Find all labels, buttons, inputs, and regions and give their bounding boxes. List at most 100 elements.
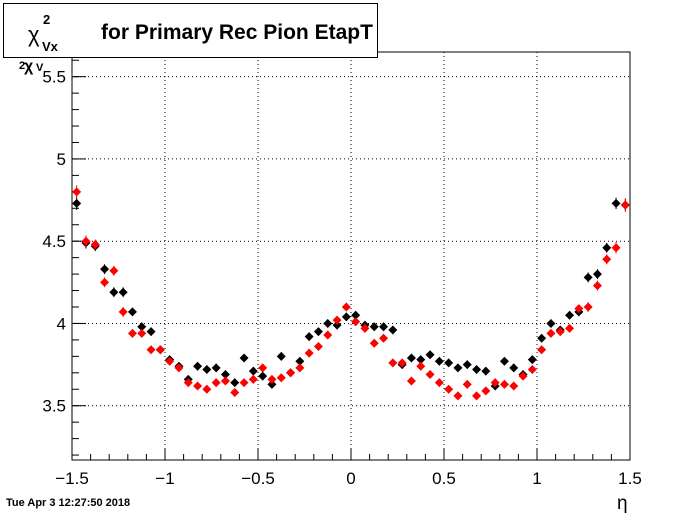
data-point: [583, 272, 593, 282]
title-subscript: Vx: [42, 39, 58, 54]
data-point: [406, 376, 416, 386]
data-point: [220, 369, 230, 379]
x-axis: −1.5 −1 −0.5 0 0.5 1 1.5: [55, 448, 642, 488]
data-point: [239, 378, 249, 388]
data-point: [313, 341, 323, 351]
y-tick-label: 4.5: [42, 232, 66, 251]
data-point: [295, 356, 305, 366]
x-tick-label: −1: [155, 469, 174, 488]
data-point: [351, 317, 361, 327]
data-point: [155, 345, 165, 355]
data-point: [332, 320, 342, 330]
data-point: [555, 327, 565, 337]
data-point: [490, 378, 500, 388]
data-point: [360, 323, 370, 333]
data-point: [453, 391, 463, 401]
data-point: [379, 322, 389, 332]
data-point: [602, 254, 612, 264]
data-point: [100, 264, 110, 274]
title-chi-symbol: χ: [28, 22, 40, 47]
data-point: [109, 287, 119, 297]
data-point: [462, 379, 472, 389]
data-point: [230, 388, 240, 398]
data-point: [267, 379, 277, 389]
data-point: [351, 310, 361, 320]
data-point: [369, 322, 379, 332]
data-point: [611, 243, 621, 253]
data-point: [434, 356, 444, 366]
data-point: [248, 366, 258, 376]
data-point: [462, 360, 472, 370]
data-point: [611, 198, 621, 208]
data-point: [146, 327, 156, 337]
title-box: χ 2 Vx for Primary Rec Pion EtapT: [3, 3, 378, 58]
data-point: [620, 200, 630, 210]
data-point: [379, 333, 389, 343]
title-superscript: 2: [43, 12, 51, 27]
data-point: [444, 358, 454, 368]
data-point: [332, 315, 342, 325]
data-point: [425, 369, 435, 379]
series-1: [72, 185, 630, 401]
data-point: [165, 356, 175, 366]
data-point: [341, 312, 351, 322]
data-point: [276, 351, 286, 361]
data-point: [295, 363, 305, 373]
x-tick-label: 1.5: [618, 469, 642, 488]
data-point: [72, 198, 82, 208]
y-title-symbol: χ: [24, 58, 34, 75]
data-point: [369, 338, 379, 348]
data-point: [146, 345, 156, 355]
y-tick-label: 4: [57, 314, 66, 333]
data-point: [397, 358, 407, 368]
data-point: [416, 355, 426, 365]
data-point: [258, 371, 268, 381]
series-0: [72, 196, 630, 391]
data-point: [323, 330, 333, 340]
data-point: [193, 361, 203, 371]
data-point: [388, 325, 398, 335]
data-point: [304, 332, 314, 342]
data-point: [118, 307, 128, 317]
data-point: [425, 350, 435, 360]
data-point: [574, 304, 584, 314]
data-point: [276, 373, 286, 383]
data-point: [211, 363, 221, 373]
data-point: [220, 376, 230, 386]
data-point: [230, 378, 240, 388]
x-axis-title: η: [617, 493, 628, 514]
data-point: [546, 318, 556, 328]
data-point: [183, 378, 193, 388]
x-tick-label: 0: [346, 469, 355, 488]
data-point: [174, 363, 184, 373]
data-point: [81, 236, 91, 246]
data-point: [202, 365, 212, 375]
y-tick-label: 5.5: [42, 68, 66, 87]
data-point: [527, 355, 537, 365]
data-point: [472, 365, 482, 375]
data-point: [341, 302, 351, 312]
data-point: [499, 379, 509, 389]
data-point: [267, 374, 277, 384]
data-point: [137, 322, 147, 332]
data-point: [211, 378, 221, 388]
data-point: [509, 381, 519, 391]
data-point: [202, 384, 212, 394]
data-point: [323, 318, 333, 328]
x-tick-label: −0.5: [241, 469, 275, 488]
data-point: [537, 345, 547, 355]
data-point: [592, 269, 602, 279]
data-point: [239, 353, 249, 363]
data-point: [388, 358, 398, 368]
data-point: [592, 281, 602, 291]
data-point: [602, 243, 612, 253]
y-title-subscript: V: [36, 62, 44, 74]
data-point: [100, 277, 110, 287]
data-point: [481, 366, 491, 376]
data-point: [509, 363, 519, 373]
data-point: [546, 328, 556, 338]
y-tick-label: 5: [57, 150, 66, 169]
data-point: [109, 266, 119, 276]
data-point: [499, 356, 509, 366]
data-point: [518, 371, 528, 381]
